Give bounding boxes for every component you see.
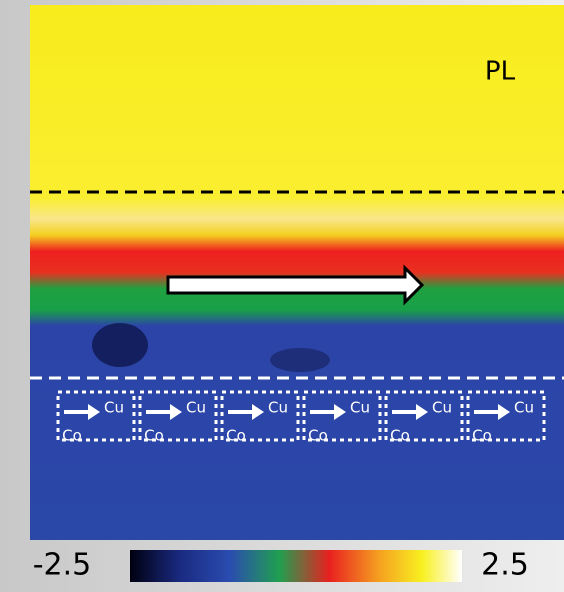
cell-arrow	[310, 404, 346, 420]
cell-box	[302, 390, 382, 442]
cell-top-label: Cu	[432, 399, 452, 417]
colorbar-max: 2.5	[481, 548, 529, 583]
cell-bottom-label: Co	[308, 427, 328, 445]
cell-arrow	[146, 404, 182, 420]
arrow	[166, 264, 425, 306]
cell-arrow	[64, 404, 100, 420]
cell-box	[384, 390, 464, 442]
dark-spot	[270, 348, 330, 372]
dark-spot	[92, 323, 148, 367]
cell-bottom-label: Co	[144, 427, 164, 445]
cell-top-label: Cu	[186, 399, 206, 417]
cell-top-label: Cu	[350, 399, 370, 417]
cell-arrow	[228, 404, 264, 420]
cell-top-label: Cu	[104, 399, 124, 417]
colorbar-min: -2.5	[33, 548, 92, 583]
pl-label: PL	[485, 57, 516, 87]
cell-bottom-label: Co	[226, 427, 246, 445]
cells: Co Cu Co Cu Co Cu Co Cu Co Cu Co Cu	[56, 390, 546, 445]
cell-box	[138, 390, 218, 442]
cell-arrow	[474, 404, 510, 420]
cell-bottom-label: Co	[390, 427, 410, 445]
cell-box	[56, 390, 136, 442]
pl-map	[30, 5, 564, 540]
cell-top-label: Cu	[514, 399, 534, 417]
colorbar	[130, 550, 462, 582]
cell-bottom-label: Co	[472, 427, 492, 445]
cell-bottom-label: Co	[62, 427, 82, 445]
cell-box	[220, 390, 300, 442]
cell-top-label: Cu	[268, 399, 288, 417]
cell-arrow	[392, 404, 428, 420]
cell-box	[466, 390, 546, 442]
